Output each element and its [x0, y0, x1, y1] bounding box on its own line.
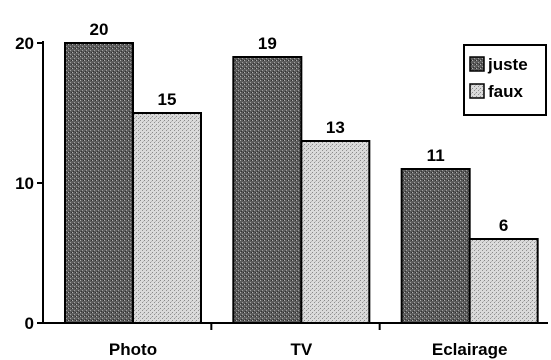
legend: juste faux — [463, 44, 547, 116]
bar-faux-eclairage — [468, 238, 539, 324]
bars — [64, 42, 539, 324]
y-tick-label: 20 — [15, 34, 34, 53]
legend-swatch-faux — [469, 83, 485, 99]
data-label: 20 — [90, 20, 109, 39]
data-label: 13 — [326, 118, 345, 137]
bar-faux-photo — [132, 112, 202, 324]
labels: 20 15 Photo 19 13 TV 11 6 Eclairage — [90, 20, 509, 359]
category-label: Photo — [109, 340, 157, 359]
data-label: 15 — [158, 90, 177, 109]
bar-faux-tv — [300, 140, 371, 324]
data-label: 6 — [499, 216, 508, 235]
category-label: TV — [290, 340, 312, 359]
legend-label-faux: faux — [488, 82, 524, 101]
data-label: 11 — [427, 146, 445, 165]
bar-juste-eclairage — [400, 168, 471, 324]
bar-juste-photo — [64, 42, 134, 324]
legend-swatch-juste — [469, 56, 485, 72]
y-tick-label: 0 — [25, 314, 34, 333]
legend-label-juste: juste — [487, 55, 528, 74]
y-tick-label: 10 — [15, 174, 34, 193]
category-label: Eclairage — [432, 340, 508, 359]
data-label: 19 — [258, 34, 277, 53]
bar-juste-tv — [232, 56, 303, 324]
